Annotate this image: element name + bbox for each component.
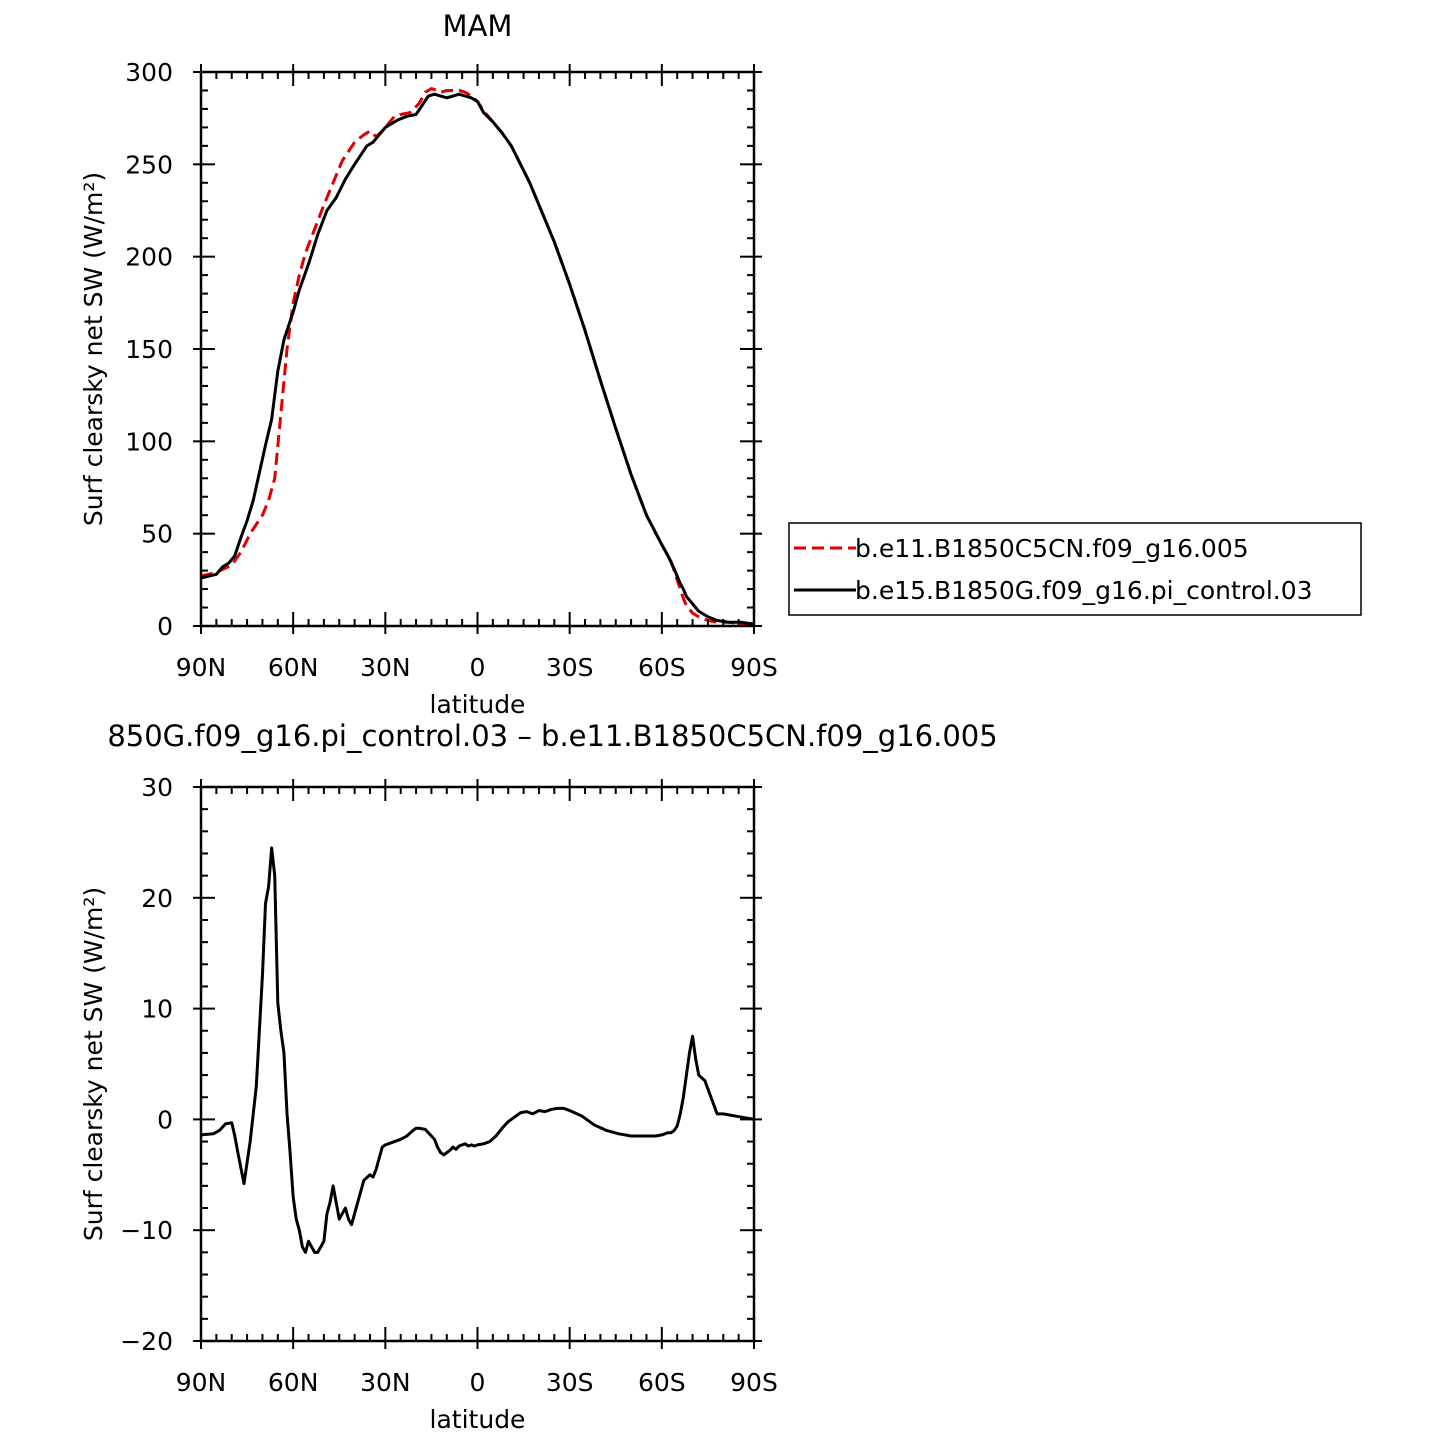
- legend-entry-label: b.e15.B1850G.f09_g16.pi_control.03: [855, 576, 1313, 605]
- x-tick-label: 0: [470, 1368, 486, 1397]
- y-tick-label: 250: [125, 150, 173, 179]
- x-tick-label: 60S: [638, 653, 686, 682]
- y-tick-label: 30: [141, 773, 173, 802]
- x-axis-label: latitude: [430, 690, 526, 719]
- y-tick-label: 10: [141, 995, 173, 1024]
- y-tick-label: 20: [141, 884, 173, 913]
- x-axis-label: latitude: [430, 1405, 526, 1434]
- y-tick-label: −20: [120, 1327, 173, 1356]
- y-axis-label: Surf clearsky net SW (W/m²): [79, 172, 108, 526]
- y-tick-label: 50: [141, 520, 173, 549]
- x-tick-label: 90N: [176, 1368, 227, 1397]
- x-tick-label: 60N: [268, 1368, 319, 1397]
- series-line-0: [200, 846, 755, 1254]
- y-tick-label: 150: [125, 335, 173, 364]
- legend-box: [788, 522, 1362, 616]
- plot-frame: [199, 70, 756, 628]
- legend: b.e11.B1850C5CN.f09_g16.005 b.e15.B1850G.…: [788, 522, 1362, 616]
- y-tick-label: −10: [120, 1216, 173, 1245]
- x-tick-label: 30N: [360, 653, 411, 682]
- chart-title: MAM: [443, 9, 513, 43]
- series-line-1: [200, 92, 755, 626]
- x-tick-label: 90N: [176, 653, 227, 682]
- legend-entry-label: b.e11.B1850C5CN.f09_g16.005: [855, 534, 1249, 563]
- y-tick-label: 0: [157, 612, 173, 641]
- x-tick-label: 60S: [638, 1368, 686, 1397]
- x-tick-label: 90S: [730, 653, 778, 682]
- x-tick-label: 30S: [546, 1368, 594, 1397]
- bottom-panel-chart: 850G.f09_g16.pi_control.03 – b.e11.B1850…: [79, 719, 998, 1434]
- y-axis-label: Surf clearsky net SW (W/m²): [79, 887, 108, 1241]
- x-tick-label: 60N: [268, 653, 319, 682]
- chart-title: 850G.f09_g16.pi_control.03 – b.e11.B1850…: [107, 719, 997, 753]
- series-line-0: [200, 87, 754, 626]
- x-tick-label: 30N: [360, 1368, 411, 1397]
- x-tick-label: 30S: [546, 653, 594, 682]
- y-tick-label: 100: [125, 427, 173, 456]
- top-panel-chart: MAM 90N 60N 30N 0 30S 60S 90S 0 50 100 150 200 250 300…: [79, 9, 778, 719]
- y-tick-label: 300: [125, 58, 173, 87]
- x-tick-label: 90S: [730, 1368, 778, 1397]
- y-tick-label: 200: [125, 243, 173, 272]
- y-tick-label: 0: [157, 1105, 173, 1134]
- x-tick-label: 0: [470, 653, 486, 682]
